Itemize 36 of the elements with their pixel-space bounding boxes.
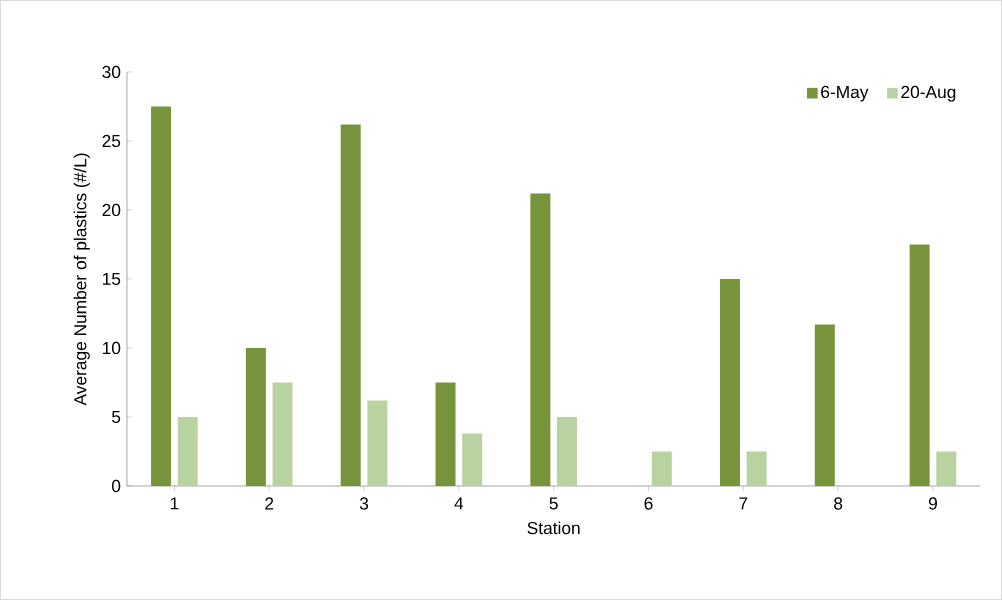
bar (651, 451, 672, 487)
x-tick-label: 4 (454, 497, 464, 510)
bar (340, 124, 361, 487)
bar (814, 324, 835, 487)
x-tick-label: 2 (265, 497, 274, 510)
x-axis-title: Station (527, 521, 580, 535)
x-tick-label: 8 (834, 497, 843, 510)
x-tick-label: 7 (739, 497, 748, 510)
y-tick-label: 20 (102, 203, 121, 217)
bar (936, 451, 957, 487)
x-tick-label: 5 (549, 497, 558, 510)
bar (462, 433, 483, 487)
legend-label: 20-Aug (901, 85, 956, 102)
y-tick-label: 0 (111, 479, 121, 493)
bar (151, 106, 172, 487)
bar (909, 244, 930, 487)
y-tick-label: 25 (102, 134, 121, 148)
bar (245, 348, 266, 487)
y-tick-label: 10 (102, 341, 121, 355)
bar (367, 400, 388, 487)
bar (719, 279, 740, 487)
bar (177, 417, 198, 487)
bar (746, 451, 767, 487)
y-tick-label: 30 (102, 65, 121, 79)
y-tick-label: 15 (102, 272, 121, 286)
bar (557, 417, 578, 487)
bar (530, 193, 551, 487)
x-tick-label: 6 (644, 497, 653, 510)
legend-label: 6-May (821, 85, 869, 102)
x-tick-label: 9 (928, 497, 937, 510)
bar (435, 382, 456, 487)
x-tick-label: 3 (359, 497, 369, 510)
x-tick-label: 1 (170, 497, 179, 510)
y-tick-label: 5 (111, 410, 121, 424)
bar (272, 382, 293, 487)
y-axis-title: Average Number of plastics (#/L) (73, 153, 90, 406)
